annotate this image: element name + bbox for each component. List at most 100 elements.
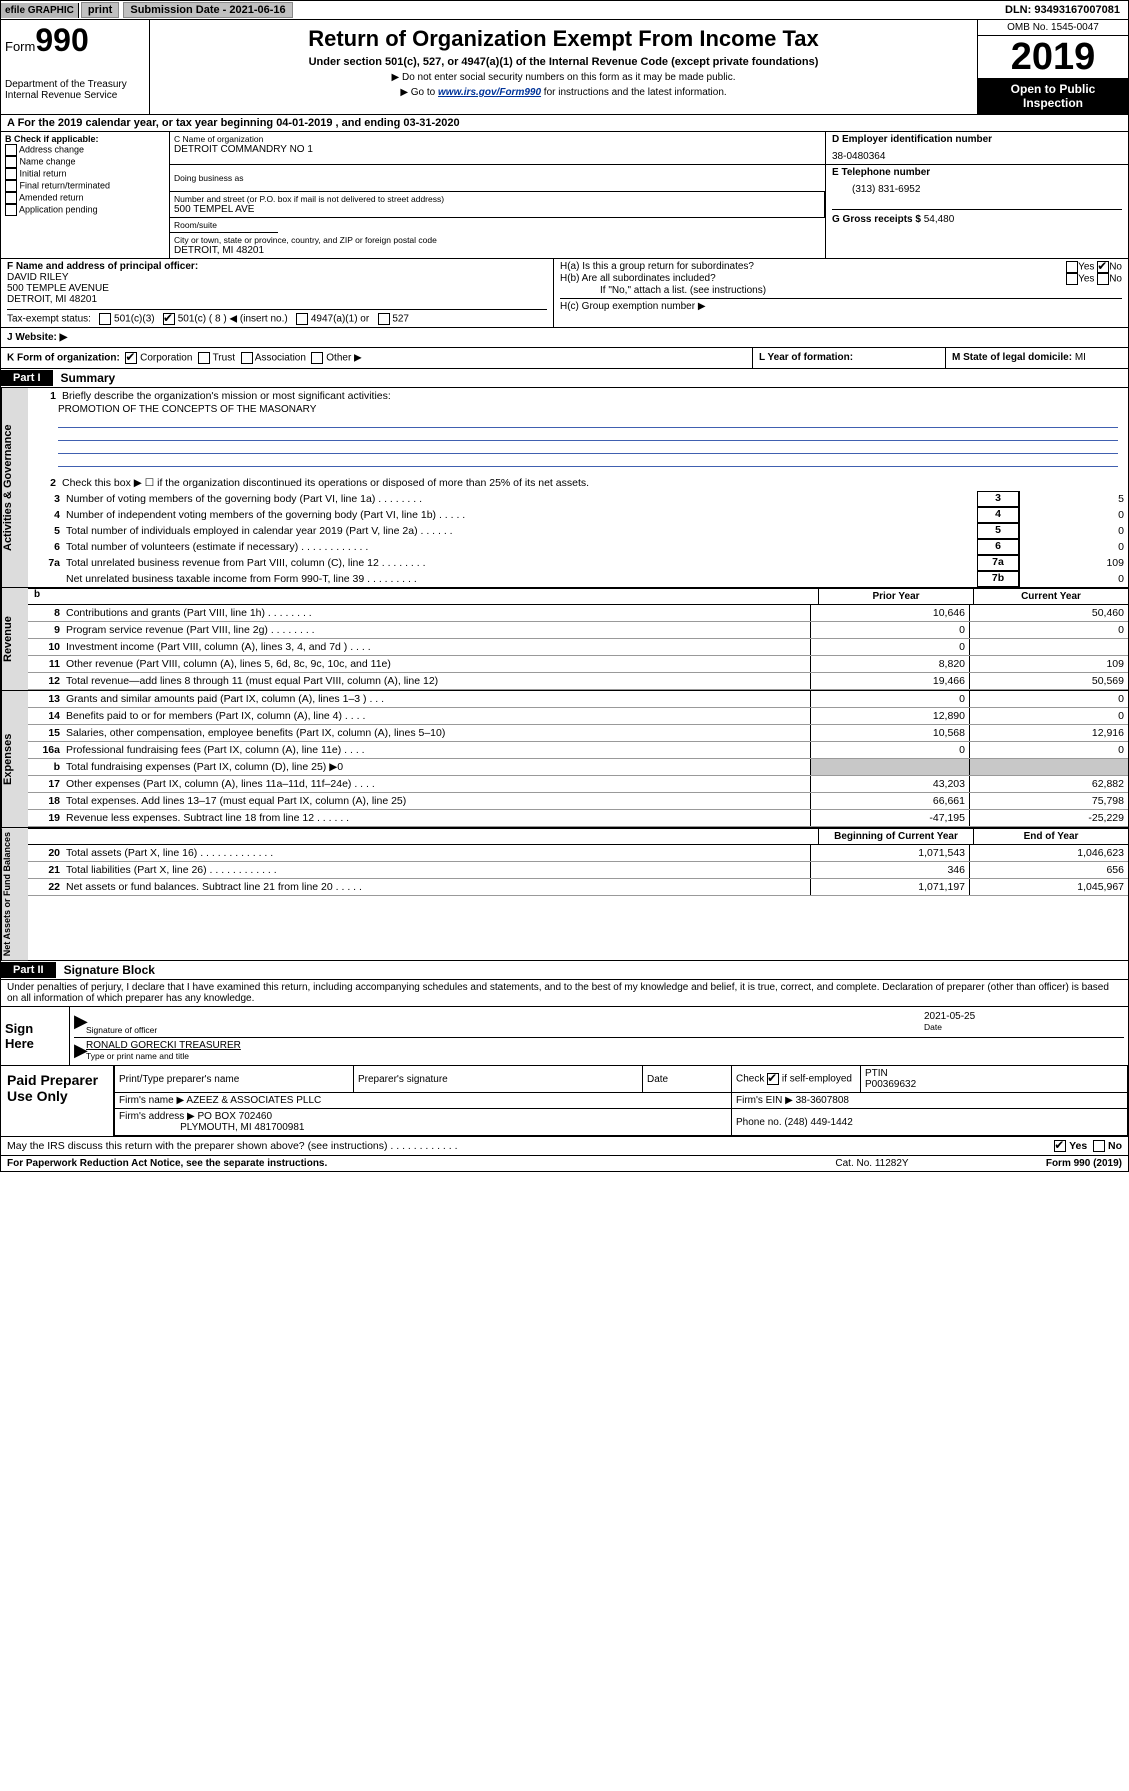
line6-desc: Total number of volunteers (estimate if … [64, 539, 977, 555]
table-row: 15Salaries, other compensation, employee… [28, 725, 1128, 742]
table-row: 18Total expenses. Add lines 13–17 (must … [28, 793, 1128, 810]
preparer-block: Paid Preparer Use Only Print/Type prepar… [0, 1066, 1129, 1137]
f-label: F Name and address of principal officer: [7, 261, 547, 272]
klm-row: K Form of organization: Corporation Trus… [0, 348, 1129, 369]
footer-form: Form 990 (2019) [972, 1158, 1122, 1169]
hb-label: H(b) Are all subordinates included? [560, 273, 1066, 285]
omb-number: OMB No. 1545-0047 [978, 20, 1128, 36]
ha-yes[interactable] [1066, 261, 1078, 273]
table-row: 19Revenue less expenses. Subtract line 1… [28, 810, 1128, 827]
tab-netassets: Net Assets or Fund Balances [1, 828, 28, 960]
tab-activities: Activities & Governance [1, 388, 28, 587]
form-id-block: Form990 Department of the Treasury Inter… [1, 20, 150, 114]
line3-desc: Number of voting members of the governin… [64, 491, 977, 507]
box-m: M State of legal domicile: MI [946, 348, 1128, 368]
table-row: 10Investment income (Part VIII, column (… [28, 639, 1128, 656]
line7a-val: 109 [1019, 555, 1128, 571]
open-to-public: Open to Public Inspection [978, 78, 1128, 114]
line6-val: 0 [1019, 539, 1128, 555]
discuss-yes[interactable] [1054, 1140, 1066, 1152]
f-h-row: F Name and address of principal officer:… [0, 259, 1129, 328]
form-note2: ▶ Go to www.irs.gov/Form990 for instruct… [160, 87, 967, 98]
hc-label: H(c) Group exemption number ▶ [560, 298, 1122, 312]
firm-addr2: PLYMOUTH, MI 481700981 [180, 1122, 304, 1133]
tab-expenses: Expenses [1, 691, 28, 827]
header-title-block: Return of Organization Exempt From Incom… [150, 20, 977, 114]
hb-note: If "No," attach a list. (see instruction… [560, 285, 1122, 296]
footer-left: For Paperwork Reduction Act Notice, see … [7, 1158, 772, 1169]
header-row: Form990 Department of the Treasury Inter… [0, 20, 1129, 115]
part1-header: Part I Summary [0, 369, 1129, 388]
name-label: C Name of organization [174, 134, 821, 144]
k-other[interactable] [311, 352, 323, 364]
footer-row: For Paperwork Reduction Act Notice, see … [0, 1156, 1129, 1172]
preparer-label: Paid Preparer Use Only [1, 1066, 114, 1136]
table-row: 9Program service revenue (Part VIII, lin… [28, 622, 1128, 639]
line7b-desc: Net unrelated business taxable income fr… [64, 571, 977, 587]
ptin-value: P00369632 [865, 1079, 916, 1090]
ein-label: D Employer identification number [832, 134, 1122, 145]
end-year-header: End of Year [973, 829, 1128, 844]
period-row: A For the 2019 calendar year, or tax yea… [0, 115, 1129, 132]
firm-phone: (248) 449-1442 [784, 1117, 852, 1128]
k-corp[interactable] [125, 352, 137, 364]
check-final[interactable] [5, 180, 17, 192]
check-501c[interactable] [163, 313, 175, 325]
box-c-d-e: C Name of organization DETROIT COMMANDRY… [170, 132, 1128, 258]
preparer-date-header: Date [643, 1066, 732, 1093]
header-right: OMB No. 1545-0047 2019 Open to Public In… [977, 20, 1128, 114]
discuss-no[interactable] [1093, 1140, 1105, 1152]
ha-label: H(a) Is this a group return for subordin… [560, 261, 1066, 273]
dept-label: Department of the Treasury [5, 79, 145, 90]
table-row: 20Total assets (Part X, line 16) . . . .… [28, 845, 1128, 862]
irs-link[interactable]: www.irs.gov/Form990 [438, 87, 541, 98]
irs-label: Internal Revenue Service [5, 90, 145, 101]
city-value: DETROIT, MI 48201 [174, 245, 821, 256]
form-prefix: Form [5, 39, 35, 54]
dba-label: Doing business as [174, 173, 821, 183]
table-row: 17Other expenses (Part IX, column (A), l… [28, 776, 1128, 793]
check-name[interactable] [5, 156, 17, 168]
firm-ein: 38-3607808 [796, 1095, 849, 1106]
hb-yes[interactable] [1066, 273, 1078, 285]
print-button[interactable]: print [81, 2, 119, 18]
line7b-val: 0 [1019, 571, 1128, 587]
box-b: B Check if applicable: Address change Na… [1, 132, 170, 258]
form-number: 990 [35, 22, 88, 58]
tel-label: E Telephone number [832, 167, 1122, 178]
street-label: Number and street (or P.O. box if mail i… [174, 194, 820, 204]
box-f: F Name and address of principal officer:… [1, 259, 554, 327]
activities-governance-section: Activities & Governance 1Briefly describ… [0, 388, 1129, 588]
check-527[interactable] [378, 313, 390, 325]
footer-cat: Cat. No. 11282Y [772, 1158, 972, 1169]
k-trust[interactable] [198, 352, 210, 364]
check-initial[interactable] [5, 168, 17, 180]
check-self-employed[interactable] [767, 1073, 779, 1085]
box-h: H(a) Is this a group return for subordin… [554, 259, 1128, 327]
line5-desc: Total number of individuals employed in … [64, 523, 977, 539]
check-amended[interactable] [5, 192, 17, 204]
main-info-block: B Check if applicable: Address change Na… [0, 132, 1129, 259]
officer-addr1: 500 TEMPLE AVENUE [7, 283, 547, 294]
line2-desc: Check this box ▶ ☐ if the organization d… [62, 477, 1124, 489]
table-row: 12Total revenue—add lines 8 through 11 (… [28, 673, 1128, 690]
tax-year: 2019 [978, 36, 1128, 78]
check-501c3[interactable] [99, 313, 111, 325]
submission-date: Submission Date - 2021-06-16 [123, 2, 292, 18]
check-4947[interactable] [296, 313, 308, 325]
discuss-text: May the IRS discuss this return with the… [7, 1140, 1054, 1152]
preparer-sig-header: Preparer's signature [354, 1066, 643, 1093]
table-row: bTotal fundraising expenses (Part IX, co… [28, 759, 1128, 776]
k-assoc[interactable] [241, 352, 253, 364]
form-subtitle: Under section 501(c), 527, or 4947(a)(1)… [160, 56, 967, 68]
check-address[interactable] [5, 144, 17, 156]
discuss-row: May the IRS discuss this return with the… [0, 1137, 1129, 1156]
ha-no[interactable] [1097, 261, 1109, 273]
tab-revenue: Revenue [1, 588, 28, 690]
room-label: Room/suite [174, 220, 274, 230]
current-year-header: Current Year [973, 589, 1128, 604]
check-pending[interactable] [5, 204, 17, 216]
officer-addr2: DETROIT, MI 48201 [7, 294, 547, 305]
line5-val: 0 [1019, 523, 1128, 539]
hb-no[interactable] [1097, 273, 1109, 285]
